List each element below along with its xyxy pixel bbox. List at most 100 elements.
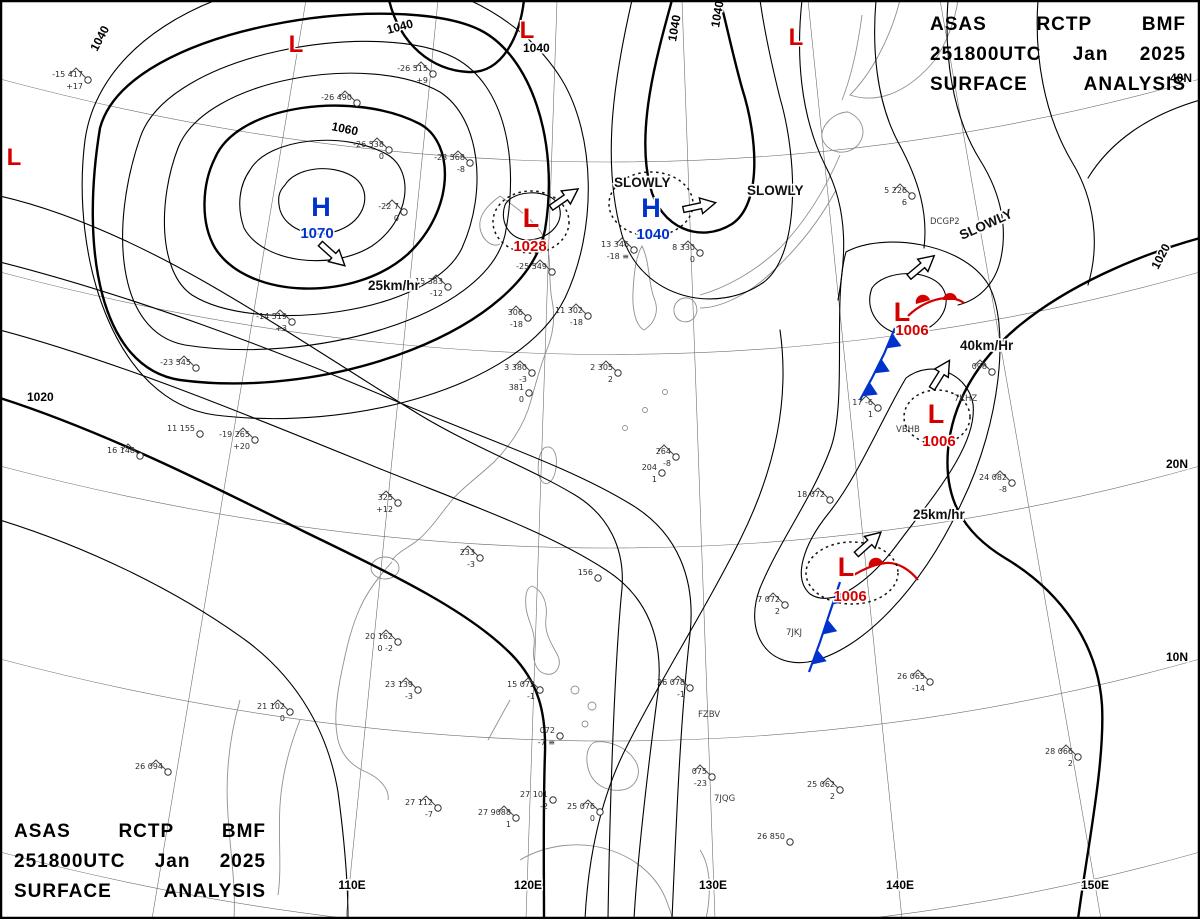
isobar [0, 261, 692, 919]
pressure-center-symbol: H [311, 192, 331, 222]
station-values: 2 [1068, 759, 1073, 768]
station-values: +12 [376, 505, 393, 514]
station-circle [596, 808, 604, 816]
isobar-1020 [0, 396, 547, 919]
center-uncertainty-circle [903, 389, 971, 445]
wind-barb [451, 150, 469, 162]
product-id: ASAS RCTP BMF [930, 14, 1186, 35]
cold-front-triangle [874, 358, 890, 374]
warm-front [851, 561, 919, 581]
station-values: 21 102 [257, 702, 285, 711]
station-plot: 13 346 -18 ≡ [601, 237, 638, 261]
wind-barb [859, 395, 877, 407]
isobar [869, 273, 947, 335]
station-circle [556, 732, 564, 740]
station-values: 233 [460, 548, 475, 557]
chart-type: SURFACE ANALYSIS [14, 881, 266, 902]
station-values: 7 072 [757, 595, 780, 604]
station-values: 098 [972, 362, 987, 371]
station-values: -18 [570, 318, 583, 327]
station-values: 11 302 [555, 306, 583, 315]
station-plot: 264-8 [656, 444, 680, 468]
cold-front-triangle [832, 589, 848, 605]
station-circle [874, 404, 882, 412]
station-values: +9 [416, 76, 428, 85]
station-values: 18 072 [797, 490, 825, 499]
station-circle [400, 208, 408, 216]
station-values: -8 [457, 165, 465, 174]
wind-barb [893, 183, 911, 195]
isobar [1036, 0, 1095, 286]
valid-time: 251800UTC Jan 2025 [930, 44, 1186, 65]
station-plot: 26 094 [135, 759, 172, 776]
motion-arrow [928, 359, 951, 391]
product-id: ASAS RCTP BMF [14, 821, 266, 842]
station-values: -26 538 [353, 140, 384, 149]
station-values: 264 [656, 447, 671, 456]
station-values: -26 490 [321, 93, 352, 102]
station-circle [658, 469, 666, 477]
pressure-center-symbol: L [894, 297, 911, 327]
cold-front [859, 327, 897, 401]
isobar [800, 368, 974, 599]
isobar [874, 0, 926, 249]
cold-front-triangle [811, 649, 827, 665]
pressure-center-value: 1006 [833, 588, 866, 605]
station-circle [196, 430, 204, 438]
station-plot: -26 490 [321, 90, 361, 107]
station-circle [672, 453, 680, 461]
station-values: -2 [540, 802, 548, 811]
station-circle [1008, 479, 1016, 487]
station-plot: -14 519 +3 [256, 309, 296, 333]
motion-arrow [681, 196, 718, 215]
station-plot: 7 072 2 [757, 592, 789, 616]
station-circle [84, 76, 92, 84]
station-values: 204 [642, 463, 657, 472]
station-plot: 3 380 -3 [504, 360, 536, 384]
station-values: 2 [775, 607, 780, 616]
station-values: 16 148 [107, 446, 135, 455]
station-values: -12 [430, 289, 443, 298]
isobar-label: 1020 [27, 390, 54, 404]
station-circle [781, 601, 789, 609]
isobar-label: 1040 [385, 16, 415, 37]
station-values: 1 [652, 475, 657, 484]
station-plot: 25 076 0 [567, 799, 604, 823]
isobar [239, 139, 406, 262]
wind-barb [766, 592, 784, 604]
station-id: FZBV [698, 710, 720, 720]
station-values: 325 [378, 493, 393, 502]
isobar [163, 72, 478, 316]
low-marker: L [520, 17, 535, 44]
station-values: 1 [868, 410, 873, 419]
station-values: 0 [280, 714, 285, 723]
station-values: 072 [540, 726, 555, 735]
wind-barb [177, 355, 195, 367]
isobar-1040 [644, 0, 756, 234]
station-circle [584, 312, 592, 320]
station-plot: 27 112 -7 [405, 795, 442, 819]
station-values: -18 [510, 320, 523, 329]
warm-front-bump [868, 557, 883, 567]
isobar [122, 40, 512, 351]
station-plot: 21 102 0 [257, 699, 294, 723]
wind-barb [379, 490, 397, 502]
longitude-label: 110E [338, 878, 365, 892]
latitude-label: 20N [1166, 457, 1188, 471]
isobar-label: 1040 [665, 13, 683, 42]
station-plot: 5 226 6 [884, 183, 916, 207]
wind-barb [379, 629, 397, 641]
station-id: DCGP2 [930, 217, 960, 227]
station-values: -23 545 [160, 358, 191, 367]
station-values: +3 [275, 324, 287, 333]
station-circle [630, 246, 638, 254]
low-marker: L [7, 144, 22, 171]
station-values: 27 112 [405, 798, 433, 807]
station-values: +20 [233, 442, 250, 451]
station-values: +17 [66, 82, 83, 91]
cold-front-triangle [886, 333, 902, 349]
pressure-center-value: 1006 [895, 322, 928, 339]
station-id: 7JKJ [786, 628, 802, 638]
station-plot: 098 [972, 359, 996, 376]
wind-barb [821, 777, 839, 789]
